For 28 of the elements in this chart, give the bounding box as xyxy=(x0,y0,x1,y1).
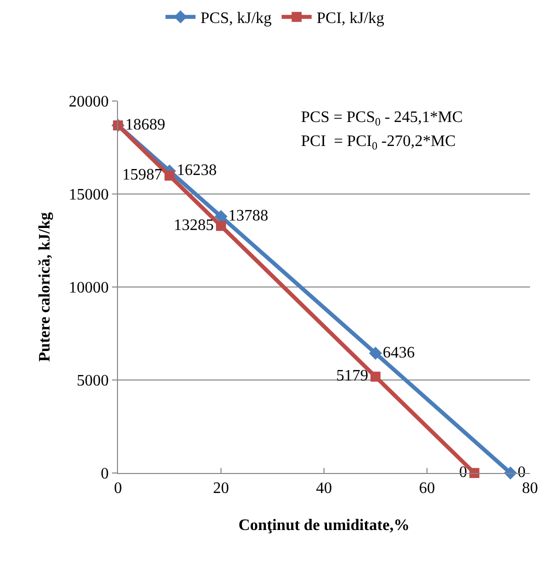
x-tick-label: 80 xyxy=(522,480,538,498)
y-tick-label: 15000 xyxy=(68,186,109,204)
y-tick-label: 10000 xyxy=(68,280,109,297)
legend-label: PCS, kJ/kg xyxy=(200,10,272,28)
annotation: PCS = PCS$_{0}$ - 245,1*MC xyxy=(301,109,463,128)
annotation: PCI = PCI$_{0}$ -270,2*MC xyxy=(301,133,456,152)
point xyxy=(469,468,480,478)
point xyxy=(369,346,382,360)
y-tick-label: 20000 xyxy=(68,94,109,111)
data-label: 5179 xyxy=(336,368,368,385)
data-label: 15987 xyxy=(122,166,162,184)
x-tick-label: 0 xyxy=(114,480,122,498)
data-label: 18689 xyxy=(125,116,166,134)
point xyxy=(370,372,380,382)
point xyxy=(164,170,174,181)
data-label: 13788 xyxy=(228,208,268,225)
data-label: 16238 xyxy=(176,162,217,179)
point xyxy=(216,220,226,231)
legend-label: PCI, kJ/kg xyxy=(316,10,384,28)
x-tick-label: 60 xyxy=(419,480,435,498)
y-tick-label: 0 xyxy=(100,466,109,483)
data-label: 6436 xyxy=(382,344,415,362)
x-axis-title: Conţinut de umiditate,% xyxy=(238,516,410,534)
x-tick-label: 40 xyxy=(316,480,332,498)
y-tick-label: 5000 xyxy=(76,372,109,390)
data-label: 13285 xyxy=(174,216,214,234)
x-tick-label: 20 xyxy=(213,480,229,498)
y-axis-title: Putere calorică, kJ/kg xyxy=(36,212,54,362)
